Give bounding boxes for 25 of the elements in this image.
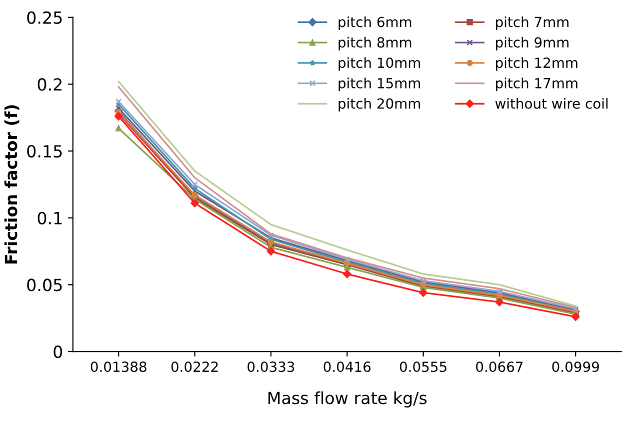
y-tick-label: 0.2 xyxy=(38,78,62,91)
x-tick-label: 0.0999 xyxy=(552,362,599,372)
y-tick-label: 0.15 xyxy=(27,144,62,158)
x-tick-label: 0.0222 xyxy=(171,362,218,372)
legend-label: pitch 9mm xyxy=(496,36,568,50)
legend-label: pitch 15mm xyxy=(338,78,420,92)
y-tick-label: 0.1 xyxy=(38,212,62,224)
x-tick-label: 0.0667 xyxy=(476,362,523,372)
legend-label: pitch 8mm xyxy=(338,36,412,50)
legend-label: pitch 17mm xyxy=(496,78,578,92)
y-tick-label: 0.05 xyxy=(27,278,62,292)
x-tick-label: 0.0555 xyxy=(400,362,446,372)
x-tick-label: 0.01388 xyxy=(90,362,146,372)
y-axis-title: Friction factor (f) xyxy=(4,105,20,264)
legend-label: without wire coil xyxy=(495,98,608,109)
legend-label: pitch 7mm xyxy=(496,16,568,30)
legend-label: pitch 10mm xyxy=(338,57,420,71)
x-tick-label: 0.0416 xyxy=(324,362,371,372)
legend-label: pitch 6mm xyxy=(338,16,412,30)
legend-label: pitch 20mm xyxy=(338,98,420,112)
x-tick-label: 0.0333 xyxy=(248,362,294,372)
legend-label: pitch 12mm xyxy=(496,57,578,71)
x-axis-title: Mass flow rate kg/s xyxy=(268,391,427,408)
y-tick-label: 0.25 xyxy=(27,11,62,24)
y-tick-label: 0 xyxy=(54,346,62,358)
